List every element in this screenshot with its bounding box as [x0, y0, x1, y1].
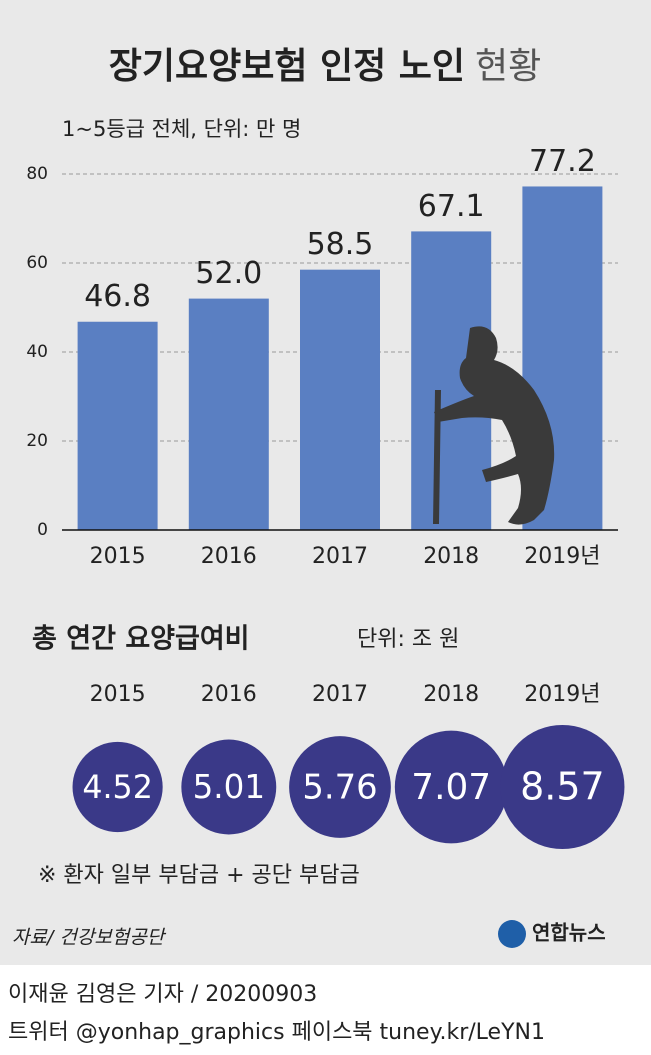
value-label: 67.1: [418, 189, 485, 224]
y-tick-label: 20: [26, 431, 48, 451]
title-main: 장기요양보험 인정 노인: [109, 46, 465, 87]
bubble-subtitle: 단위: 조 원: [357, 627, 459, 652]
footer-background: [0, 965, 651, 1055]
value-label: 7.07: [411, 767, 491, 808]
logo-icon: [498, 920, 526, 948]
x-tick-label: 2018: [423, 544, 479, 569]
x-tick-label: 2019년: [524, 682, 600, 707]
value-label: 46.8: [84, 279, 151, 314]
value-label: 58.5: [307, 227, 374, 262]
note: ※ 환자 일부 부담금 + 공단 부담금: [38, 863, 360, 888]
y-tick-label: 80: [26, 164, 48, 184]
bar: [77, 321, 158, 530]
bubble: [289, 736, 391, 838]
value-label: 77.2: [529, 144, 596, 179]
x-tick-label: 2016: [201, 544, 257, 569]
bar: [300, 269, 380, 530]
bar-chart: 0 20 40 60 80 46.8 2015 52.0 2016 58.5 2017 67.1 201…: [26, 144, 618, 569]
bar-subtitle: 1~5등급 전체, 단위: 만 명: [62, 117, 301, 141]
x-tick-label: 2017: [312, 544, 368, 569]
bubble-title: 총 연간 요양급여비: [32, 624, 250, 655]
bubble: [181, 739, 277, 835]
x-tick-label: 2018: [423, 682, 479, 707]
title-suffix: 현황: [475, 46, 541, 87]
value-label: 5.76: [302, 768, 377, 807]
value-label: 5.01: [193, 768, 265, 806]
bubble-chart: 2015 4.52 2016 5.01 2017 5.76 2018 7.07 2019년 8.5…: [72, 682, 625, 850]
x-tick-label: 2016: [201, 682, 257, 707]
bubble: [72, 741, 163, 833]
title: 장기요양보험 인정 노인 현황: [109, 46, 542, 87]
y-tick-label: 0: [37, 520, 48, 540]
value-label: 8.57: [520, 765, 605, 809]
bar: [188, 298, 269, 530]
logo: 연합뉴스: [532, 921, 606, 945]
x-tick-label: 2019년: [524, 544, 600, 569]
x-tick-label: 2017: [312, 682, 368, 707]
x-tick-label: 2015: [90, 682, 146, 707]
value-label: 4.52: [82, 770, 153, 806]
bubble: [500, 724, 625, 850]
value-label: 52.0: [195, 256, 262, 291]
x-tick-label: 2015: [90, 544, 146, 569]
y-tick-label: 40: [26, 342, 48, 362]
y-tick-label: 60: [26, 253, 48, 273]
source: 자료/ 건강보험공단: [12, 927, 167, 949]
silhouette: [433, 326, 555, 525]
bubble: [394, 730, 508, 844]
byline: 이재윤 김영은 기자 / 20200903: [8, 982, 317, 1007]
social: 트위터 @yonhap_graphics 페이스북 tuney.kr/LeYN1: [8, 1020, 545, 1045]
